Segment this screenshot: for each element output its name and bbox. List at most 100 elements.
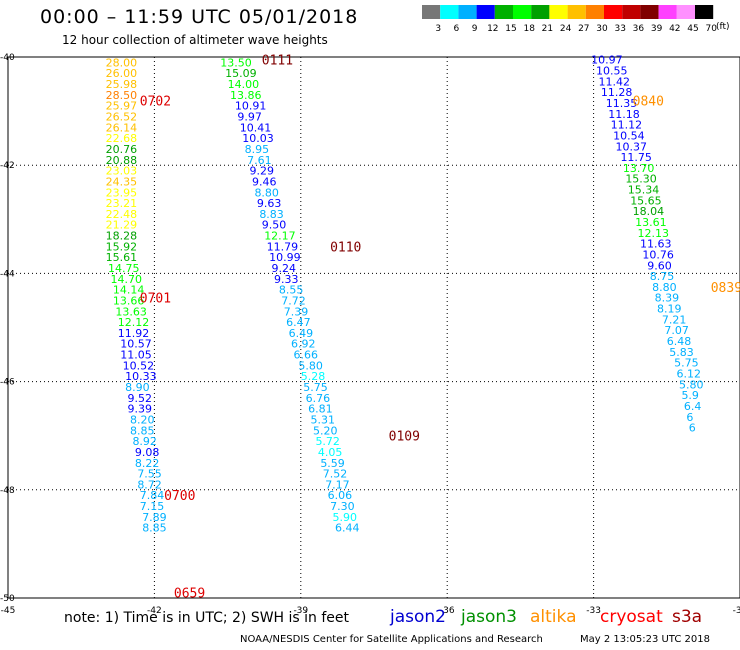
colorbar-swatch <box>531 5 550 19</box>
wave-height-label: 8.85 <box>142 522 167 535</box>
colorbar-tick: 24 <box>560 24 572 34</box>
colorbar-swatch <box>622 5 641 19</box>
colorbar-swatch <box>549 5 568 19</box>
wave-height-label: 13.86 <box>230 89 261 102</box>
wave-height-label: 8.80 <box>652 281 677 294</box>
colorbar-swatch <box>585 5 604 19</box>
wave-height-label: 13.66 <box>113 294 145 307</box>
note-text: note: 1) Time is in UTC; 2) SWH is in fe… <box>64 610 350 626</box>
wave-height-label: 11.92 <box>118 327 150 340</box>
colorbar-swatch <box>567 5 586 19</box>
colorbar-tick: 39 <box>651 24 663 34</box>
wave-height-label: 5.9 <box>681 389 699 402</box>
time-label: 0111 <box>262 54 293 69</box>
colorbar-swatch <box>695 5 714 19</box>
wave-height-label: 5.80 <box>679 378 704 391</box>
wave-height-label: 6.92 <box>291 338 316 351</box>
legend-cryosat: cryosat <box>600 607 663 627</box>
y-tick-label: -50 <box>0 594 15 604</box>
wave-height-label: 10.99 <box>269 251 301 264</box>
colorbar-tick: 36 <box>633 24 645 34</box>
wave-height-label: 26.52 <box>106 111 138 124</box>
plot-frame <box>7 56 740 599</box>
wave-height-label: 5.59 <box>320 457 345 470</box>
wave-height-label: 5.75 <box>674 357 699 370</box>
wave-height-label: 5.80 <box>298 359 323 372</box>
wave-height-label: 15.92 <box>106 240 138 253</box>
wave-height-label: 8.85 <box>130 424 155 437</box>
wave-height-label: 13.63 <box>115 305 147 318</box>
time-label: 0839 <box>711 281 740 296</box>
colorbar-swatch <box>440 5 459 19</box>
wave-height-label: 10.57 <box>120 338 151 351</box>
wave-height-label: 20.88 <box>106 154 138 167</box>
x-tick-label: -45 <box>1 606 16 615</box>
wave-height-label: 23.03 <box>106 165 138 178</box>
y-tick-label: -40 <box>0 53 15 63</box>
wave-height-label: 7.84 <box>140 489 165 502</box>
wave-height-label: 5.72 <box>315 435 340 448</box>
wave-height-label: 5.83 <box>669 346 694 359</box>
time-label: 0109 <box>389 430 420 445</box>
wave-height-label: 10.52 <box>123 359 154 372</box>
wave-height-label: 7.55 <box>137 468 162 481</box>
colorbar-tick: 15 <box>505 24 516 34</box>
wave-height-label: 11.35 <box>606 97 638 110</box>
wave-height-label: 13.70 <box>623 162 655 175</box>
scatter-plot: -45 -42 -39 -36 -33 -30 -40 -42 -44 -46 -48 -50 28.0… <box>0 53 740 615</box>
wave-height-label: 7.72 <box>281 294 306 307</box>
wave-height-label: 12.13 <box>638 227 670 240</box>
wave-height-label: 20.76 <box>106 143 138 156</box>
wave-height-label: 9.52 <box>128 392 153 405</box>
colorbar: 3 6 9 12 15 18 21 24 27 30 33 36 39 42 45 70 <box>422 5 717 34</box>
wave-height-label: 5.31 <box>311 413 336 426</box>
wave-height-label: 6.12 <box>677 367 702 380</box>
legend-altika: altika <box>530 607 577 627</box>
wave-height-label: 10.54 <box>613 129 645 142</box>
wave-height-label: 28.50 <box>106 89 138 102</box>
colorbar-tick: 9 <box>472 24 478 34</box>
wave-height-label: 7.17 <box>325 478 350 491</box>
legend-jason2: jason2 <box>390 607 446 627</box>
time-label: 0110 <box>330 240 361 255</box>
wave-height-label: 8.20 <box>130 413 155 426</box>
wave-height-label: 22.48 <box>106 208 138 221</box>
wave-height-label: 11.79 <box>267 240 299 253</box>
wave-height-label: 14.75 <box>108 262 140 275</box>
wave-height-label: 12.12 <box>118 316 150 329</box>
legend-s3a: s3a <box>672 607 703 627</box>
colorbar-swatch <box>513 5 532 19</box>
wave-height-label: 7.07 <box>664 324 689 337</box>
wave-height-label: 6 <box>686 411 693 424</box>
wave-height-label: 5.20 <box>313 424 338 437</box>
wave-height-label: 7.61 <box>247 154 272 167</box>
wave-height-label: 10.76 <box>642 248 674 261</box>
colorbar-swatch <box>494 5 513 19</box>
wave-height-label: 10.91 <box>235 100 266 113</box>
time-label: 0701 <box>140 292 171 307</box>
colorbar-tick: 42 <box>669 24 680 34</box>
wave-height-label: 8.80 <box>254 186 279 199</box>
wave-height-label: 6.48 <box>667 335 692 348</box>
wave-height-label: 9.29 <box>250 165 275 178</box>
colorbar-tick: 27 <box>578 24 589 34</box>
colorbar-swatch <box>604 5 623 19</box>
colorbar-swatch <box>422 5 441 19</box>
wave-height-label: 11.75 <box>620 151 652 164</box>
wave-height-label: 22.68 <box>106 132 138 145</box>
legend-jason3: jason3 <box>461 607 517 627</box>
wave-height-label: 6 <box>689 422 696 435</box>
wave-height-label: 15.61 <box>106 251 138 264</box>
wave-height-label: 9.63 <box>257 197 282 210</box>
wave-height-label: 6.4 <box>684 400 702 413</box>
colorbar-swatch <box>458 5 477 19</box>
wave-height-label: 7.52 <box>323 468 348 481</box>
colorbar-swatch <box>476 5 495 19</box>
time-label: 0700 <box>164 489 195 504</box>
x-tick-label: -36 <box>440 606 455 615</box>
wave-height-label: 8.72 <box>137 478 162 491</box>
wave-height-label: 7.89 <box>142 511 167 524</box>
x-tick-label: -39 <box>293 606 308 615</box>
wave-height-label: 9.50 <box>262 219 287 232</box>
wave-height-label: 8.19 <box>657 303 682 316</box>
